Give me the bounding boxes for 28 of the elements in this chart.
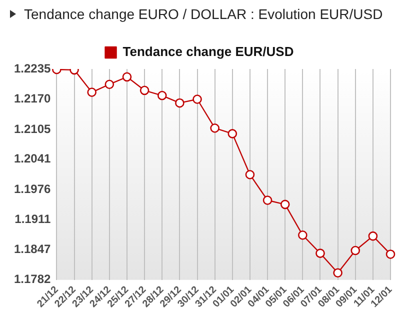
- y-tick-label: 1.2105: [14, 122, 52, 136]
- point: [157, 90, 167, 100]
- point: [262, 196, 272, 205]
- point: [333, 268, 342, 278]
- point: [350, 246, 360, 256]
- point: [280, 200, 290, 210]
- y-tick-label: 1.1847: [14, 242, 52, 256]
- point: [298, 230, 308, 240]
- point: [175, 98, 184, 108]
- y-tick-label: 1.2235: [14, 61, 52, 76]
- y-tick-label: 1.2170: [14, 92, 52, 106]
- point: [192, 94, 202, 104]
- y-tick-label: 1.1911: [14, 212, 52, 226]
- y-tick-label: 1.1782: [14, 272, 52, 286]
- point: [386, 250, 396, 259]
- point: [228, 129, 238, 138]
- legend-label: Tendance change EUR/USD: [122, 44, 294, 60]
- point: [104, 80, 114, 90]
- point: [87, 88, 96, 97]
- chart-title: Tendance change EURO / DOLLAR : Evolution EUR/USD: [24, 6, 383, 22]
- y-tick-label: 1.2041: [14, 152, 52, 166]
- point: [140, 86, 150, 96]
- point: [122, 72, 132, 82]
- point: [316, 248, 325, 258]
- y-tick-label: 1.1976: [14, 182, 52, 196]
- point: [368, 231, 378, 241]
- point: [245, 170, 255, 180]
- point: [210, 123, 220, 133]
